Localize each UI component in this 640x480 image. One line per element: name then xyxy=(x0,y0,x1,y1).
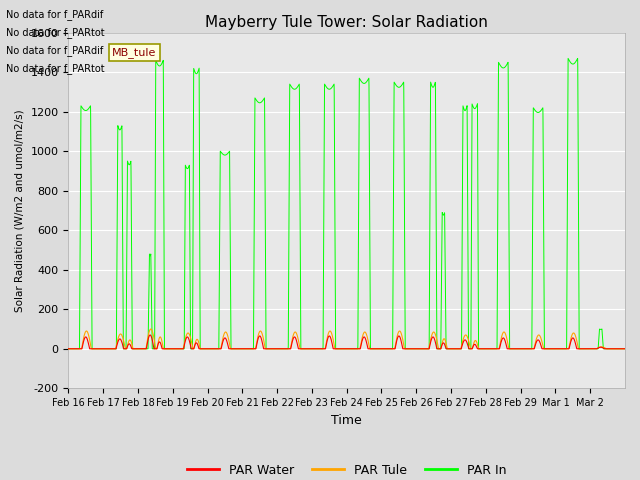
X-axis label: Time: Time xyxy=(332,414,362,427)
Text: No data for f_PARtot: No data for f_PARtot xyxy=(6,27,105,38)
Title: Mayberry Tule Tower: Solar Radiation: Mayberry Tule Tower: Solar Radiation xyxy=(205,15,488,30)
Y-axis label: Solar Radiation (W/m2 and umol/m2/s): Solar Radiation (W/m2 and umol/m2/s) xyxy=(15,109,25,312)
Text: No data for f_PARtot: No data for f_PARtot xyxy=(6,63,105,74)
Text: MB_tule: MB_tule xyxy=(112,47,156,58)
Text: No data for f_PARdif: No data for f_PARdif xyxy=(6,9,104,20)
Legend: PAR Water, PAR Tule, PAR In: PAR Water, PAR Tule, PAR In xyxy=(182,459,511,480)
Text: No data for f_PARdif: No data for f_PARdif xyxy=(6,45,104,56)
